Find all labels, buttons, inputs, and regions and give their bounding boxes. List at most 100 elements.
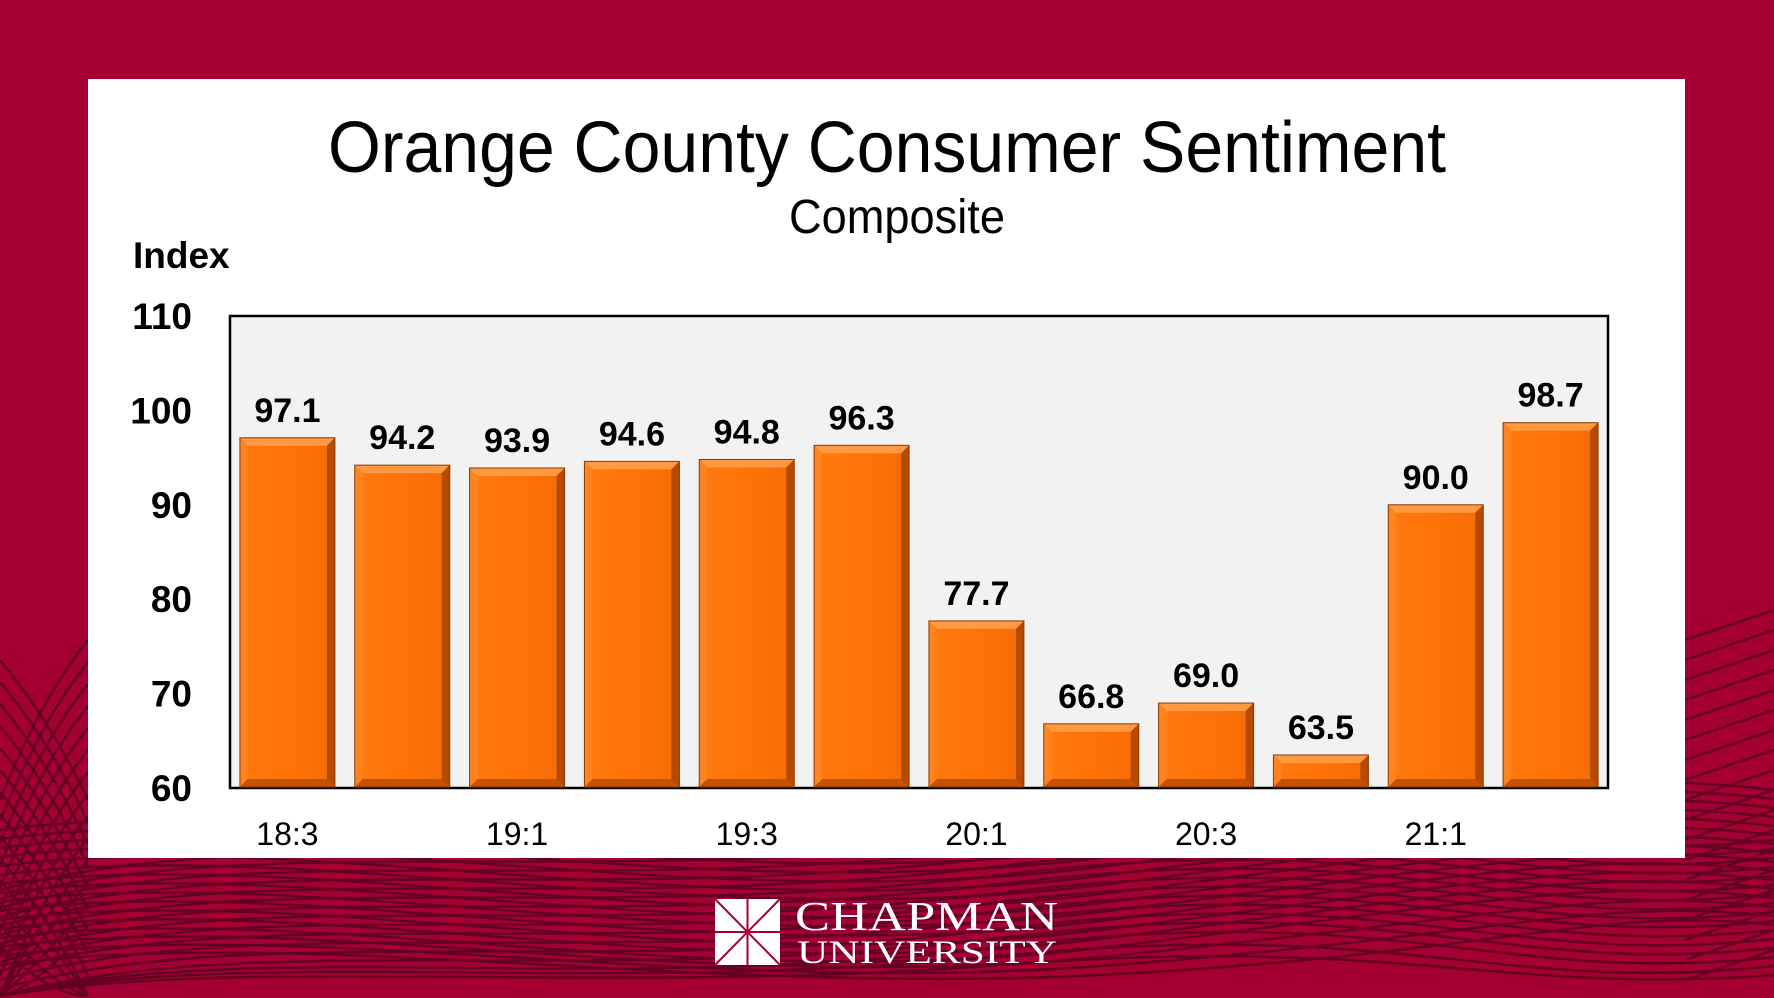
bar-outline <box>928 620 1025 788</box>
bar-bevel-top <box>1388 504 1484 513</box>
bar-bevel-top <box>469 467 565 476</box>
bar-face <box>1043 723 1139 787</box>
bar-bevel-right <box>901 445 910 787</box>
bar-bevel-right <box>671 461 680 787</box>
chart-subtitle: Composite <box>789 191 1005 244</box>
y-axis-ticks: 60 70 80 90 100 110 <box>130 296 192 809</box>
bar-bevel-right <box>1130 723 1139 787</box>
data-label: 97.1 <box>254 392 320 430</box>
bar-bevel-left <box>1043 723 1052 787</box>
data-label: 94.6 <box>599 415 665 453</box>
x-tick-label: 21:1 <box>1405 816 1467 852</box>
bar-bevel-top <box>1043 723 1139 732</box>
bar-bevel-right <box>1360 754 1369 787</box>
bar-outline <box>1502 422 1599 788</box>
y-tick-label: 90 <box>151 485 192 526</box>
chapman-logo: CHAPMAN UNIVERSITY <box>714 893 1058 971</box>
data-label: 98.7 <box>1517 377 1583 415</box>
bar-face <box>699 459 795 787</box>
bar-bevel-left <box>928 620 937 787</box>
bar-bevel-bottom <box>1043 779 1139 787</box>
bar <box>354 464 451 788</box>
bar-outline <box>583 460 680 788</box>
bar-bevel-bottom <box>1273 779 1369 787</box>
bar-bevel-right <box>786 459 795 787</box>
bar-bevel-top <box>354 465 450 474</box>
bar-outline <box>354 464 451 788</box>
bar-face <box>928 620 1024 787</box>
bar-bevel-top <box>814 445 910 454</box>
bar-bevel-bottom <box>469 779 565 787</box>
bar-bevel-top <box>584 461 680 470</box>
bar-bevel-left <box>814 445 823 787</box>
x-tick-label: 20:1 <box>945 816 1007 852</box>
x-tick-label: 18:3 <box>256 816 318 852</box>
x-tick-label: 19:3 <box>716 816 778 852</box>
bar-bevel-left <box>1273 754 1282 787</box>
bar-bevel-bottom <box>239 779 335 787</box>
bar-outline <box>1158 702 1255 788</box>
data-label: 90.0 <box>1403 459 1469 497</box>
bar-bevel-right <box>1590 422 1599 787</box>
bar <box>1043 723 1140 788</box>
data-label: 77.7 <box>943 575 1009 613</box>
bar-bevel-left <box>1503 422 1512 787</box>
bar-bevel-left <box>584 461 593 787</box>
bar <box>1272 754 1369 788</box>
bar-bevel-top <box>928 620 1024 629</box>
bars <box>239 422 1599 788</box>
bar-bevel-left <box>469 467 478 787</box>
bar-face <box>584 461 680 787</box>
bar-bevel-right <box>441 465 450 787</box>
bar-outline <box>698 458 795 788</box>
bar-bevel-right <box>1015 620 1024 787</box>
bar-face <box>354 465 450 787</box>
bar-face <box>1158 703 1254 787</box>
logo-line-chapman: CHAPMAN <box>795 893 1058 939</box>
bar <box>469 467 566 788</box>
bar-bevel-left <box>1388 504 1397 787</box>
bar <box>1387 504 1484 788</box>
data-label: 96.3 <box>828 399 894 437</box>
bar-bevel-top <box>1273 754 1369 763</box>
bar-bevel-bottom <box>1503 779 1599 787</box>
logo-line-university: UNIVERSITY <box>797 935 1057 971</box>
y-axis-label: Index <box>133 235 230 276</box>
bar <box>239 437 336 788</box>
data-label: 66.8 <box>1058 678 1124 716</box>
bar-bevel-right <box>326 437 335 787</box>
bar-bevel-left <box>1158 703 1167 787</box>
y-tick-label: 80 <box>151 579 192 620</box>
bar <box>813 444 910 788</box>
y-tick-label: 110 <box>132 296 192 337</box>
bar <box>1502 422 1599 788</box>
y-tick-label: 100 <box>130 390 192 431</box>
bar-bevel-top <box>699 459 795 468</box>
bar-bevel-top <box>239 437 335 446</box>
data-label: 94.2 <box>369 419 435 457</box>
bar-bevel-left <box>239 437 248 787</box>
bar-face <box>814 445 910 787</box>
bar-outline <box>239 437 336 788</box>
bar-bevel-bottom <box>354 779 450 787</box>
x-tick-label: 19:1 <box>486 816 548 852</box>
bar-bevel-bottom <box>928 779 1024 787</box>
data-labels: 97.1 94.2 93.9 94.6 94.8 96.3 77.7 66.8 69.0 63.5… <box>254 377 1583 747</box>
bar-bevel-right <box>1475 504 1484 787</box>
bar-bevel-top <box>1503 422 1599 431</box>
bar-bevel-bottom <box>814 779 910 787</box>
plot-area <box>228 314 1610 790</box>
y-tick-label: 60 <box>151 768 192 809</box>
bar <box>928 620 1025 788</box>
bar-bevel-left <box>354 465 363 787</box>
chart-title: Orange County Consumer Sentiment <box>328 108 1446 188</box>
bar-bevel-right <box>556 467 565 787</box>
bar-bevel-bottom <box>1158 779 1254 787</box>
data-label: 63.5 <box>1288 709 1354 747</box>
bar-bevel-left <box>699 459 708 787</box>
x-tick-label: 20:3 <box>1175 816 1237 852</box>
bar-bevel-right <box>1245 703 1254 787</box>
bar-outline <box>1272 754 1369 788</box>
